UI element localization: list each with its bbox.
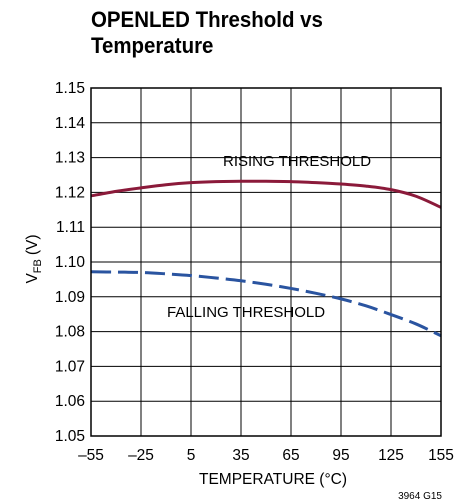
x-tick-label: 95 [332,447,349,464]
x-tick-label: –25 [128,447,154,464]
x-tick-labels: –55 –25 5 35 65 95 125 155 [78,447,454,464]
y-tick-label: 1.07 [55,358,85,375]
y-tick-label: 1.14 [55,115,86,132]
y-axis-label-sub: FB [32,259,44,273]
x-tick-label: 65 [282,447,299,464]
y-axis-label: VFB (V) [24,234,44,283]
chart-title-line-1: OPENLED Threshold vs [91,7,323,32]
y-tick-label: 1.13 [55,150,85,167]
data-series [90,179,442,338]
rising-threshold-line [90,179,442,209]
x-tick-label: 155 [428,447,454,464]
y-tick-labels: 1.05 1.06 1.07 1.08 1.09 1.10 1.11 1.12 1.13 1.14… [55,80,86,445]
x-tick-label: 5 [187,447,196,464]
y-tick-label: 1.09 [55,289,85,306]
y-tick-label: 1.08 [55,324,85,341]
y-axis-label-unit: (V) [24,234,41,255]
x-tick-label: 35 [232,447,249,464]
plot-frame [90,87,442,437]
figure-id: 3964 G15 [398,491,442,502]
chart-title: OPENLED Threshold vs Temperature [91,7,323,59]
grid-lines [90,87,442,437]
y-tick-label: 1.15 [55,80,85,97]
rising-threshold-label: RISING THRESHOLD [223,153,371,170]
y-axis-label-main: V [24,273,41,284]
falling-threshold-label: FALLING THRESHOLD [167,304,325,321]
y-tick-label: 1.11 [56,219,85,236]
y-tick-label: 1.10 [55,254,86,271]
x-tick-label: –55 [78,447,104,464]
falling-threshold-line [90,270,442,338]
y-tick-label: 1.12 [55,184,85,201]
x-axis-label: TEMPERATURE (°C) [199,471,347,488]
chart-title-line-2: Temperature [91,33,214,58]
y-tick-label: 1.05 [55,428,85,445]
y-tick-label: 1.06 [55,393,85,410]
x-tick-label: 125 [378,447,404,464]
